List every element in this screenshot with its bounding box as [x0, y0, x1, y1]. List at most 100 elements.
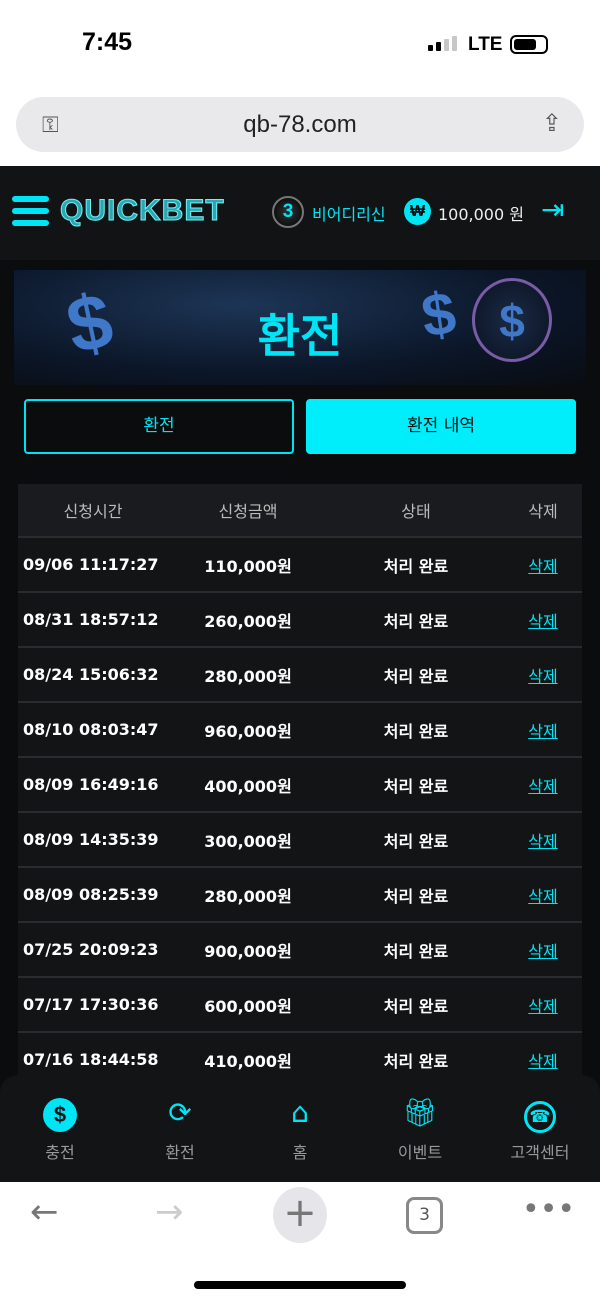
request-time: 08/09 16:49:16	[23, 775, 159, 794]
table-row: 08/31 18:57:12 260,000원 처리 완료 삭제	[18, 593, 582, 648]
home-icon: ⌂	[291, 1096, 309, 1129]
gift-icon: 🎁︎	[402, 1096, 438, 1129]
request-time: 07/17 17:30:36	[23, 995, 159, 1014]
table-row: 07/17 17:30:36 600,000원 처리 완료 삭제	[18, 978, 582, 1033]
status: 처리 완료	[383, 666, 449, 686]
forward-icon[interactable]: →	[155, 1192, 184, 1232]
request-amount: 260,000원	[204, 611, 292, 631]
more-icon[interactable]: •••	[522, 1192, 576, 1227]
status: 처리 완료	[383, 1051, 449, 1071]
delete-link[interactable]: 삭제	[528, 666, 558, 686]
new-tab-button[interactable]: +	[273, 1187, 327, 1243]
address-bar[interactable]: ⚿ qb-78.com ⇪	[16, 97, 584, 152]
delete-link[interactable]: 삭제	[528, 611, 558, 631]
nav-charge[interactable]: $ 충전	[0, 1075, 120, 1182]
tab-bar: 환전 환전 내역	[24, 399, 576, 454]
tab-exchange[interactable]: 환전	[24, 399, 294, 454]
logout-icon[interactable]: ⇥	[541, 193, 565, 226]
request-amount: 410,000원	[204, 1051, 292, 1071]
page-title: 환전	[257, 309, 343, 363]
request-time: 07/25 20:09:23	[23, 940, 159, 959]
table-row: 08/24 15:06:32 280,000원 처리 완료 삭제	[18, 648, 582, 703]
battery-icon	[510, 35, 548, 54]
nav-label: 이벤트	[397, 1143, 443, 1162]
delete-link[interactable]: 삭제	[528, 886, 558, 906]
table-row: 09/06 11:17:27 110,000원 처리 완료 삭제	[18, 538, 582, 593]
header-delete: 삭제	[528, 502, 558, 521]
nav-label: 충전	[45, 1143, 75, 1162]
delete-link[interactable]: 삭제	[528, 996, 558, 1016]
table-row: 08/10 08:03:47 960,000원 처리 완료 삭제	[18, 703, 582, 758]
status: 처리 완료	[383, 996, 449, 1016]
request-time: 08/09 08:25:39	[23, 885, 159, 904]
tab-exchange-history[interactable]: 환전 내역	[306, 399, 576, 454]
request-amount: 400,000원	[204, 776, 292, 796]
home-indicator	[194, 1281, 406, 1289]
table-row: 08/09 08:25:39 280,000원 처리 완료 삭제	[18, 868, 582, 923]
dollar-coin-icon: $	[472, 278, 552, 362]
status: 처리 완료	[383, 611, 449, 631]
header-time: 신청시간	[63, 502, 123, 521]
request-amount: 960,000원	[204, 721, 292, 741]
delete-link[interactable]: 삭제	[528, 776, 558, 796]
table-header: 신청시간 신청금액 상태 삭제	[18, 484, 582, 538]
delete-link[interactable]: 삭제	[528, 941, 558, 961]
history-table: 신청시간 신청금액 상태 삭제 09/06 11:17:27 110,000원 처리…	[18, 484, 582, 1088]
request-time: 07/16 18:44:58	[23, 1050, 159, 1069]
clock: 7:45	[82, 28, 133, 56]
nav-event[interactable]: 🎁︎ 이벤트	[360, 1075, 480, 1182]
nav-label: 환전	[165, 1143, 195, 1162]
request-amount: 110,000원	[204, 556, 292, 576]
share-icon[interactable]: ⇪	[541, 109, 562, 137]
request-amount: 300,000원	[204, 831, 292, 851]
app-page: QUICKBET 3 비어디리신 ₩ 100,000 원 ⇥ $ $ $ 환전 …	[0, 166, 600, 1182]
status-bar: 7:45 LTE	[0, 0, 600, 80]
request-amount: 900,000원	[204, 941, 292, 961]
header-amount: 신청금액	[218, 502, 278, 521]
nav-exchange[interactable]: ⟳ 환전	[120, 1075, 240, 1182]
site-header: QUICKBET 3 비어디리신 ₩ 100,000 원 ⇥	[0, 166, 600, 260]
request-amount: 280,000원	[204, 886, 292, 906]
status: 처리 완료	[383, 556, 449, 576]
dollar-coin-icon: $	[0, 1095, 120, 1132]
network-type: LTE	[468, 34, 503, 55]
delete-link[interactable]: 삭제	[528, 721, 558, 741]
key-icon[interactable]: ⚿	[42, 113, 59, 138]
request-amount: 280,000원	[204, 666, 292, 686]
status: 처리 완료	[383, 721, 449, 741]
delete-link[interactable]: 삭제	[528, 1051, 558, 1071]
request-time: 09/06 11:17:27	[23, 555, 159, 574]
delete-link[interactable]: 삭제	[528, 831, 558, 851]
exchange-icon: ⟳	[168, 1096, 192, 1129]
tabs-button[interactable]: 3	[406, 1197, 443, 1234]
balance: 100,000 원	[438, 205, 524, 224]
table-row: 08/09 14:35:39 300,000원 처리 완료 삭제	[18, 813, 582, 868]
request-time: 08/09 14:35:39	[23, 830, 159, 849]
table-row: 08/09 16:49:16 400,000원 처리 완료 삭제	[18, 758, 582, 813]
nav-support[interactable]: ☎ 고객센터	[480, 1075, 600, 1182]
delete-link[interactable]: 삭제	[528, 556, 558, 576]
nav-label: 고객센터	[510, 1143, 570, 1162]
logo[interactable]: QUICKBET	[60, 194, 225, 228]
bottom-nav: $ 충전 ⟳ 환전 ⌂ 홈 🎁︎ 이벤트 ☎ 고객센터	[0, 1075, 600, 1182]
table-row: 07/25 20:09:23 900,000원 처리 완료 삭제	[18, 923, 582, 978]
menu-icon[interactable]	[12, 196, 49, 232]
request-time: 08/10 08:03:47	[23, 720, 159, 739]
header-status: 상태	[401, 502, 431, 521]
url-text[interactable]: qb-78.com	[243, 111, 357, 138]
request-time: 08/24 15:06:32	[23, 665, 159, 684]
page-banner: $ $ $ 환전	[14, 270, 586, 385]
status: 처리 완료	[383, 831, 449, 851]
request-time: 08/31 18:57:12	[23, 610, 159, 629]
level-badge: 3	[272, 196, 304, 228]
username: 비어디리신	[312, 205, 386, 224]
status: 처리 완료	[383, 886, 449, 906]
phone-icon: ☎	[480, 1095, 600, 1133]
request-amount: 600,000원	[204, 996, 292, 1016]
nav-label: 홈	[292, 1143, 308, 1162]
signal-icon	[428, 36, 457, 51]
back-icon[interactable]: ←	[30, 1192, 59, 1232]
nav-home[interactable]: ⌂ 홈	[240, 1075, 360, 1182]
status: 처리 완료	[383, 776, 449, 796]
won-icon: ₩	[404, 198, 431, 225]
